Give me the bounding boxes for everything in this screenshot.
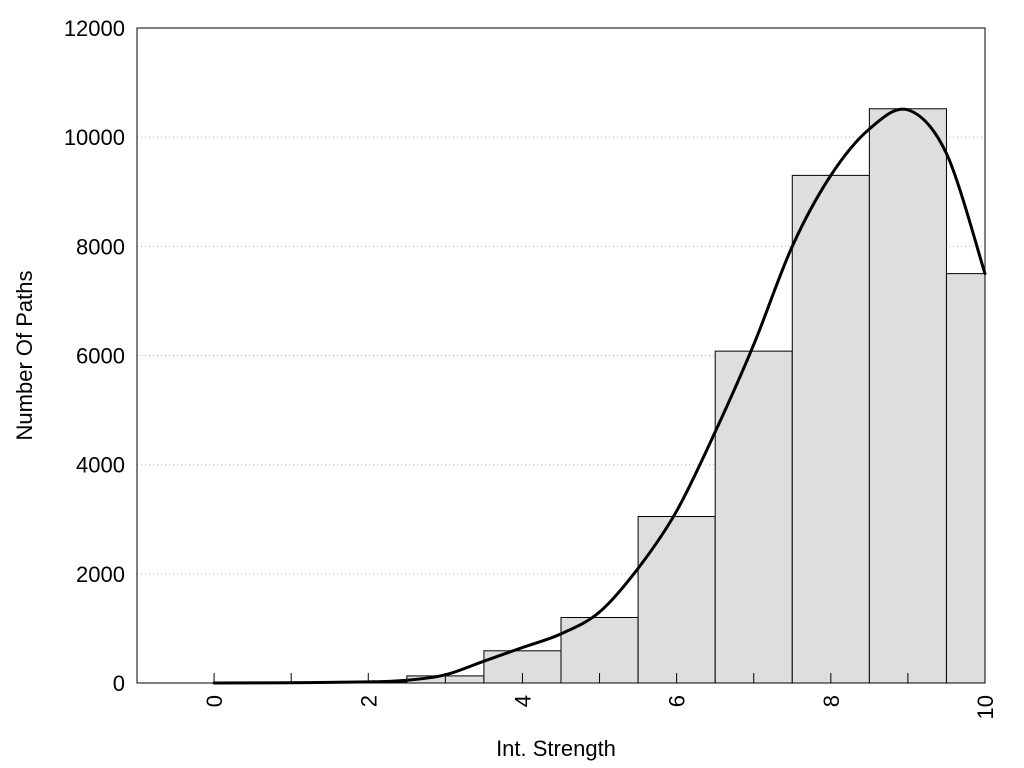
x-tick-label: 10 [973,695,998,719]
histogram-bar [637,516,716,684]
y-tick-label: 2000 [76,562,125,587]
y-tick-label: 8000 [76,234,125,259]
y-axis-label: Number Of Paths [12,271,37,441]
histogram-bar [714,350,793,684]
y-tick-label: 6000 [76,344,125,369]
density-curve [212,107,987,685]
y-tick-label: 10000 [64,125,125,150]
histogram-bar [791,174,870,684]
x-axis-label: Int. Strength [496,736,616,761]
x-tick-label: 6 [665,695,690,707]
x-tick-label: 8 [819,695,844,707]
plot-frame [136,27,986,684]
grid [137,136,985,575]
y-tick-label: 12000 [64,16,125,41]
x-tick-label: 2 [356,695,381,707]
y-tick-label: 4000 [76,453,125,478]
y-tick-label: 0 [113,671,125,696]
x-tick-label: 4 [510,695,535,707]
bars [329,108,986,684]
x-tick-label: 0 [202,695,227,707]
density-curve-layer [212,107,987,685]
histogram-bar [868,108,947,684]
histogram-bar [945,273,986,684]
axes: 0 2000 4000 6000 8000 10000 12000 0 2 4 6 8 10 [64,16,998,719]
